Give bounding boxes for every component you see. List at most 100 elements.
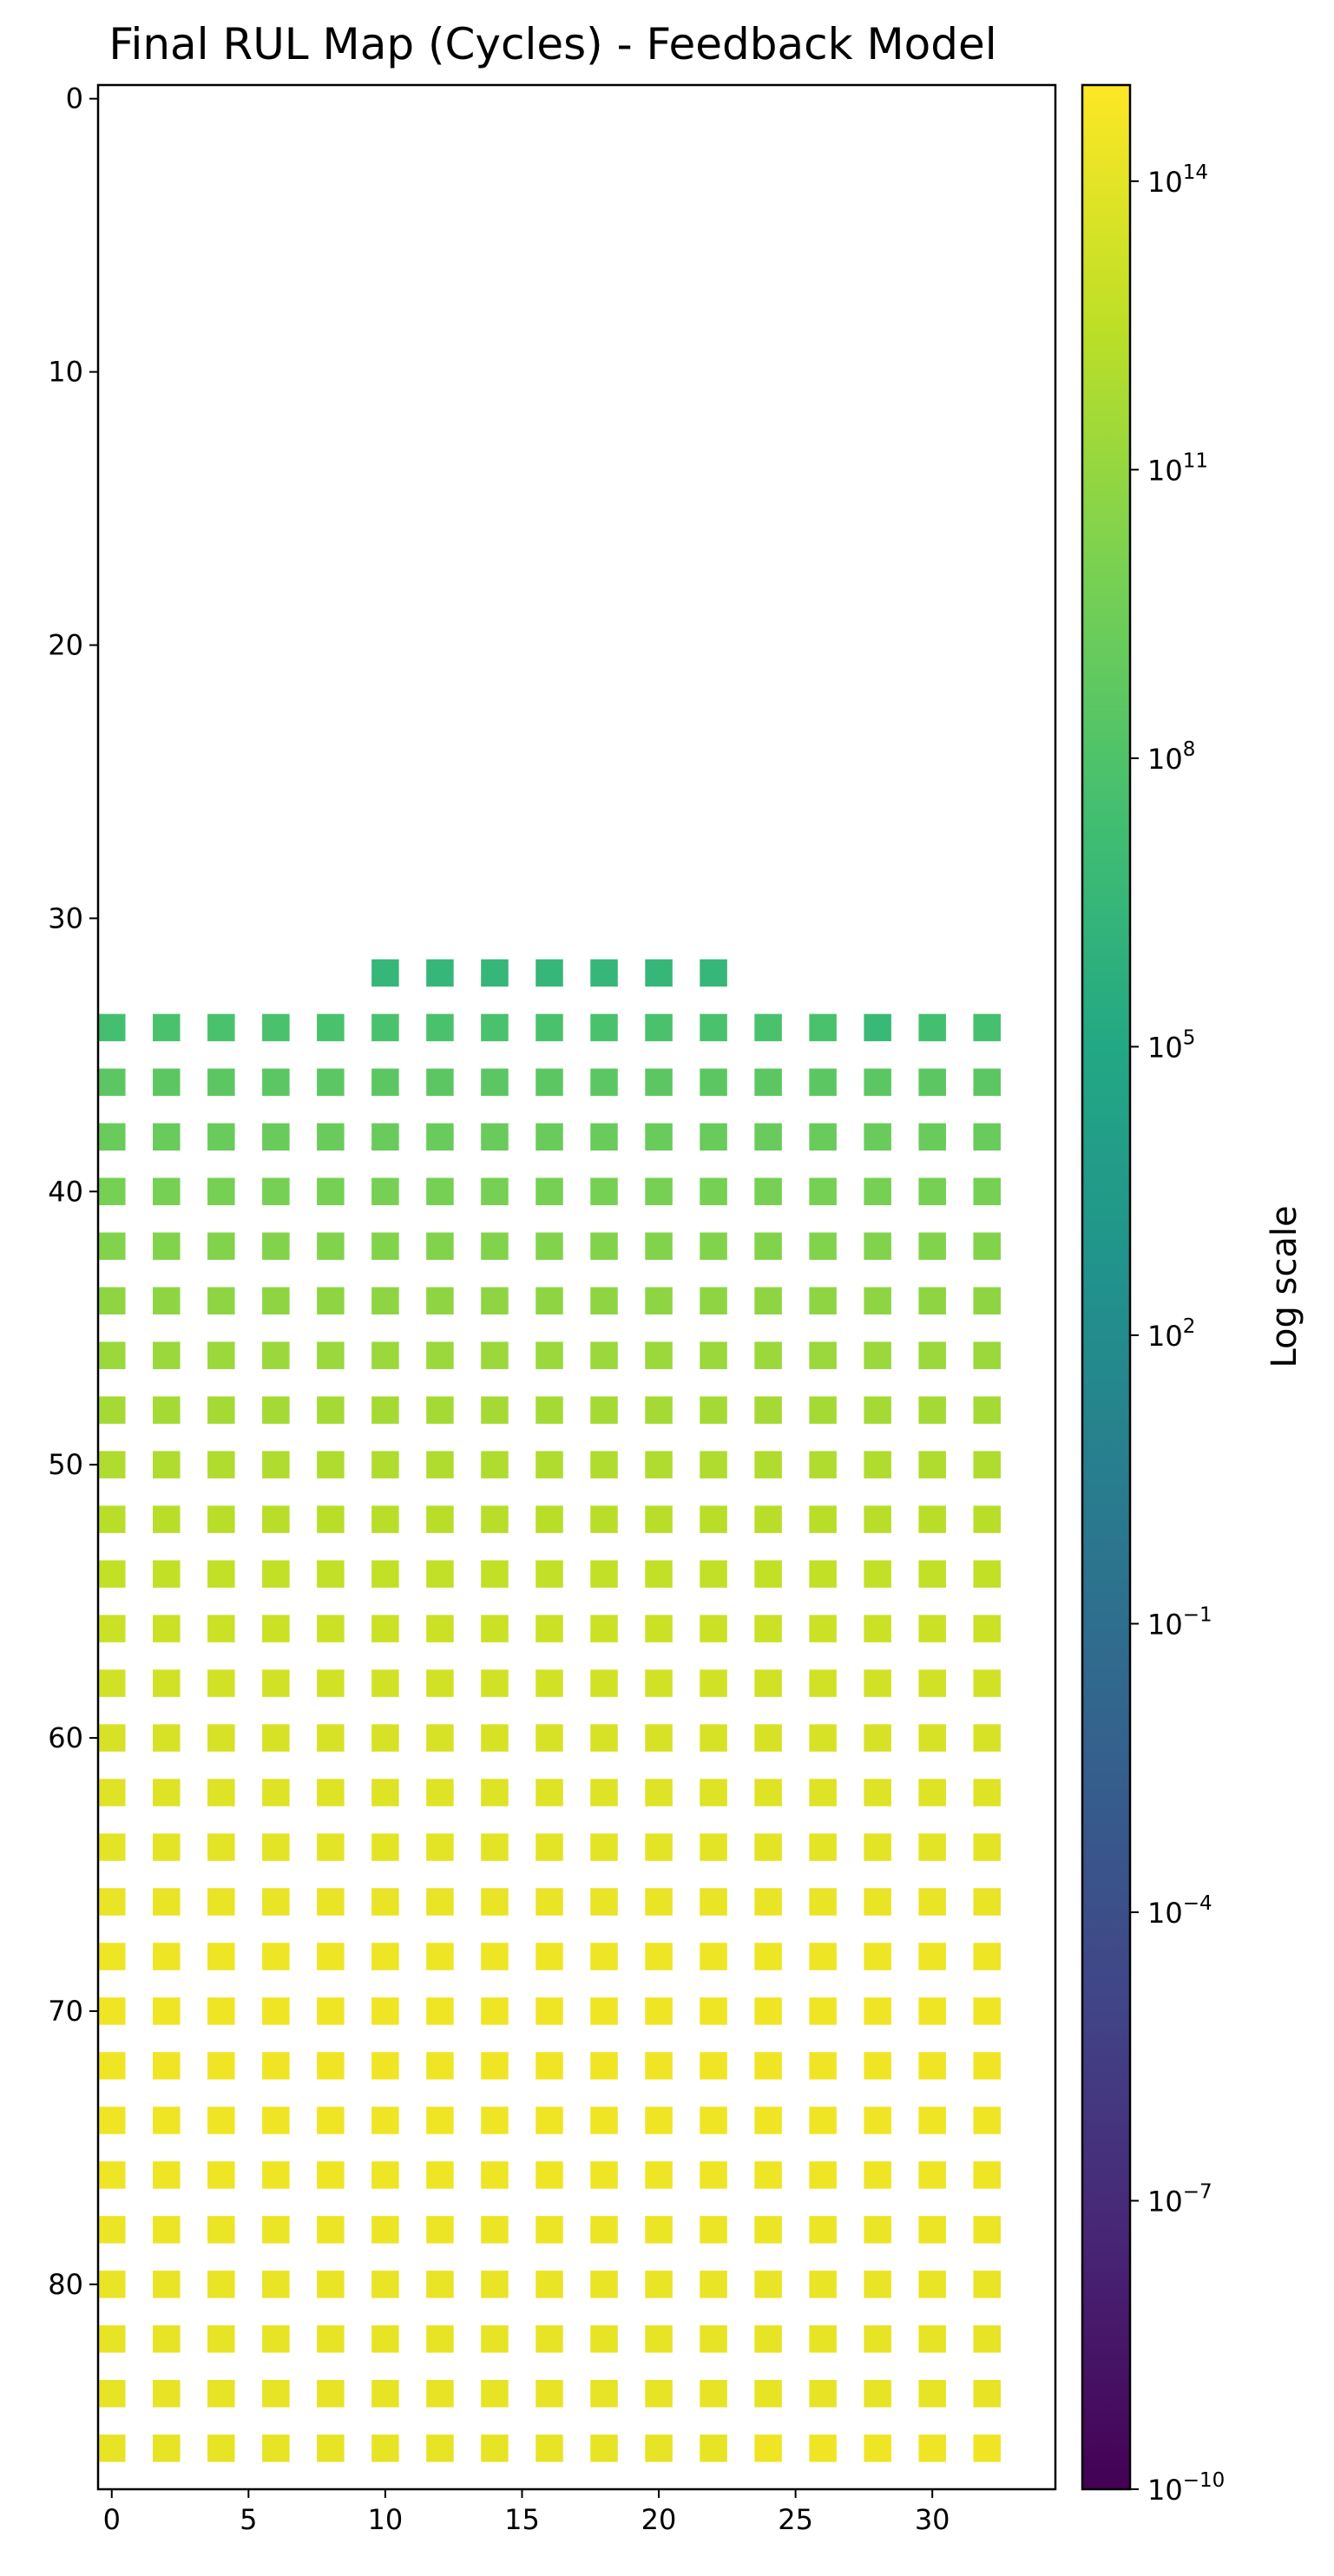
heatmap-cell bbox=[809, 1451, 837, 1478]
heatmap-cell bbox=[864, 1232, 891, 1261]
heatmap-cell bbox=[973, 1888, 1001, 1916]
heatmap-cell bbox=[754, 1669, 782, 1697]
heatmap-cell bbox=[426, 1287, 454, 1314]
heatmap-cell bbox=[481, 2380, 509, 2408]
heatmap-cell bbox=[426, 1505, 454, 1533]
heatmap-cell bbox=[481, 2271, 509, 2298]
heatmap-cell bbox=[536, 1724, 563, 1752]
heatmap-cell bbox=[262, 2271, 290, 2298]
heatmap-cell bbox=[918, 1123, 946, 1151]
heatmap-cell bbox=[153, 1287, 181, 1314]
y-axis: 0 10 20 30 40 50 60 70 80 bbox=[48, 82, 98, 2301]
heatmap-cell bbox=[153, 2216, 181, 2244]
heatmap-cell bbox=[590, 1888, 618, 1916]
heatmap-cell bbox=[918, 1615, 946, 1642]
heatmap-cell bbox=[98, 1013, 126, 1042]
heatmap-cell bbox=[98, 2161, 126, 2189]
heatmap-cell bbox=[262, 1997, 290, 2025]
heatmap-cell bbox=[809, 1068, 837, 1097]
heatmap-cell bbox=[645, 2325, 673, 2353]
heatmap-cell bbox=[700, 1615, 727, 1642]
heatmap-cell bbox=[700, 1997, 727, 2025]
heatmap-cell bbox=[700, 1505, 727, 1533]
heatmap-cell bbox=[536, 1287, 563, 1314]
heatmap-cell bbox=[262, 1888, 290, 1916]
heatmap-cell bbox=[371, 1123, 399, 1151]
heatmap-cell bbox=[645, 1451, 673, 1478]
heatmap-cell bbox=[700, 1396, 727, 1424]
heatmap-cell bbox=[645, 2161, 673, 2189]
heatmap-cell bbox=[371, 2325, 399, 2353]
heatmap-cell bbox=[754, 1997, 782, 2025]
heatmap-cell bbox=[918, 1943, 946, 1970]
heatmap-cell bbox=[317, 2271, 345, 2298]
heatmap-cell bbox=[207, 1013, 235, 1042]
heatmap-cell bbox=[973, 1997, 1001, 2025]
heatmap-cell bbox=[153, 1943, 181, 1970]
heatmap-cell bbox=[809, 1669, 837, 1697]
heatmap-cell bbox=[98, 1615, 126, 1642]
heatmap-cell bbox=[426, 1068, 454, 1097]
heatmap-cell bbox=[481, 2107, 509, 2134]
heatmap-cells bbox=[98, 959, 1001, 2462]
heatmap-cell bbox=[153, 1505, 181, 1533]
heatmap-cell bbox=[153, 1341, 181, 1369]
heatmap-cell bbox=[98, 2107, 126, 2134]
y-tick-label: 40 bbox=[48, 1175, 83, 1208]
heatmap-cell bbox=[426, 1833, 454, 1861]
heatmap-cell bbox=[918, 2052, 946, 2080]
heatmap-cell bbox=[207, 2325, 235, 2353]
heatmap-cell bbox=[973, 1068, 1001, 1097]
heatmap-cell bbox=[864, 2052, 891, 2080]
heatmap-cell bbox=[754, 2161, 782, 2189]
heatmap-cell bbox=[317, 1396, 345, 1424]
heatmap-cell bbox=[262, 2380, 290, 2408]
heatmap-cell bbox=[754, 2435, 782, 2462]
heatmap-cell bbox=[590, 1560, 618, 1588]
heatmap-cell bbox=[864, 1013, 891, 1042]
heatmap-cell bbox=[809, 2216, 837, 2244]
heatmap-cell bbox=[207, 1669, 235, 1697]
heatmap-cell bbox=[918, 1779, 946, 1806]
heatmap-cell bbox=[590, 1287, 618, 1314]
x-tick-label: 5 bbox=[240, 2503, 257, 2536]
heatmap-cell bbox=[536, 1560, 563, 1588]
heatmap-cell bbox=[371, 2052, 399, 2080]
heatmap-cell bbox=[262, 2216, 290, 2244]
heatmap-cell bbox=[153, 1560, 181, 1588]
heatmap-cell bbox=[536, 1615, 563, 1642]
heatmap-cell bbox=[973, 1560, 1001, 1588]
heatmap-cell bbox=[864, 2271, 891, 2298]
heatmap-cell bbox=[98, 1505, 126, 1533]
heatmap-cell bbox=[536, 2052, 563, 2080]
heatmap-cell bbox=[317, 1013, 345, 1042]
heatmap-cell bbox=[809, 2380, 837, 2408]
heatmap-cell bbox=[864, 1287, 891, 1314]
heatmap-cell bbox=[864, 1615, 891, 1642]
y-tick-label: 60 bbox=[48, 1721, 83, 1754]
heatmap-cell bbox=[207, 2380, 235, 2408]
heatmap-cell bbox=[590, 2161, 618, 2189]
heatmap-cell bbox=[645, 2052, 673, 2080]
heatmap-cell bbox=[590, 1724, 618, 1752]
heatmap-cell bbox=[207, 1888, 235, 1916]
heatmap-cell bbox=[809, 1560, 837, 1588]
heatmap-cell bbox=[645, 1341, 673, 1369]
heatmap-cell bbox=[645, 1013, 673, 1042]
heatmap-cell bbox=[754, 1123, 782, 1151]
heatmap-cell bbox=[754, 1560, 782, 1588]
heatmap-cell bbox=[262, 1232, 290, 1261]
colorbar-tick-label: 1014 bbox=[1147, 161, 1208, 199]
heatmap-cell bbox=[481, 1505, 509, 1533]
heatmap-cell bbox=[371, 1177, 399, 1206]
heatmap-cell bbox=[207, 1451, 235, 1478]
heatmap-cell bbox=[98, 1232, 126, 1261]
heatmap-cell bbox=[864, 1341, 891, 1369]
heatmap-cell bbox=[864, 1943, 891, 1970]
heatmap-cell bbox=[918, 1068, 946, 1097]
heatmap-cell bbox=[536, 1068, 563, 1097]
heatmap-cell bbox=[98, 1724, 126, 1752]
colorbar-tick-label: 10−10 bbox=[1147, 2469, 1225, 2507]
colorbar-tick-label: 102 bbox=[1147, 1315, 1195, 1353]
heatmap-cell bbox=[973, 1833, 1001, 1861]
